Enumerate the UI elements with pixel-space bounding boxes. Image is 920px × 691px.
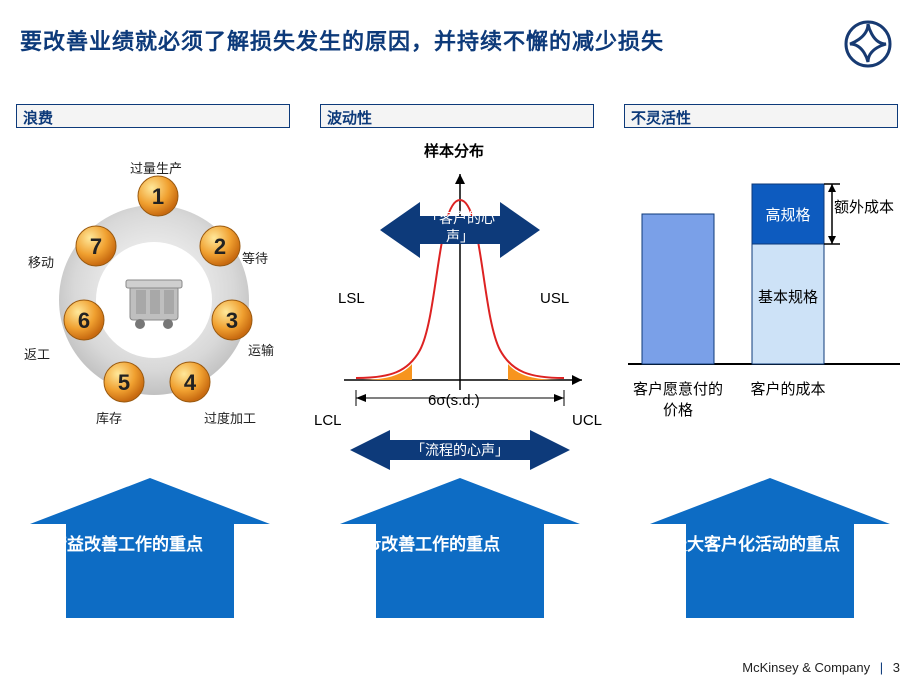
var-vop: 「流程的心声」 (404, 440, 516, 460)
svg-text:6: 6 (78, 308, 90, 333)
waste-ball-5: 5 (104, 362, 144, 402)
flex-bar1-xlabel: 客户愿意付的价格 (628, 378, 728, 420)
col-header-variability: 波动性 (320, 104, 594, 128)
focus-arrow-6sigma: 6σ改善工作的重点 (340, 478, 580, 623)
waste-label-3: 运输 (248, 340, 274, 359)
var-sigma: 6σ(s.d.) (428, 392, 480, 409)
focus-arrow-lean-text: 精益改善工作的重点 (50, 534, 250, 557)
focus-arrow-customize-text: 最大客户化活动的重点 (670, 534, 870, 557)
var-voc: 「客户的心声」 (420, 210, 500, 245)
seven-wastes-diagram: 1 2 3 4 5 6 7 过量生产等待运输过度加工 库存 返工 移动 (24, 150, 284, 450)
flex-label-extra: 额外成本 (834, 196, 894, 217)
var-lsl: LSL (338, 290, 365, 307)
footer-company: McKinsey & Company (742, 660, 870, 675)
var-usl: USL (540, 290, 569, 307)
flex-label-basic: 基本规格 (752, 286, 824, 307)
focus-arrow-lean: 精益改善工作的重点 (30, 478, 270, 623)
focus-arrow-6sigma-text: 6σ改善工作的重点 (360, 534, 560, 557)
waste-label-2: 等待 (242, 248, 268, 267)
waste-label-6: 返工 (24, 344, 50, 363)
col-header-waste: 浪费 (16, 104, 290, 128)
waste-label-1: 过量生产 (130, 158, 182, 177)
footer-page: 3 (893, 660, 900, 675)
waste-ball-1: 1 (138, 176, 178, 216)
footer: McKinsey & Company | 3 (742, 660, 900, 675)
svg-text:1: 1 (152, 184, 164, 209)
waste-label-7: 移动 (28, 252, 54, 271)
svg-text:3: 3 (226, 308, 238, 333)
svg-text:4: 4 (184, 370, 197, 395)
waste-label-4: 过度加工 (204, 408, 256, 427)
waste-ball-6: 6 (64, 300, 104, 340)
var-lcl: LCL (314, 412, 342, 429)
col-header-inflexibility: 不灵活性 (624, 104, 898, 128)
mck-logo-icon (844, 20, 892, 73)
waste-label-5: 库存 (96, 408, 122, 427)
flex-label-high: 高规格 (752, 204, 824, 225)
var-label-top: 样本分布 (424, 140, 484, 161)
page-title: 要改善业绩就必须了解损失发生的原因，并持续不懈的减少损失 (20, 24, 664, 56)
focus-arrow-customize: 最大客户化活动的重点 (650, 478, 890, 623)
svg-text:5: 5 (118, 370, 130, 395)
footer-sep-icon: | (874, 660, 889, 675)
svg-text:2: 2 (214, 234, 226, 259)
variability-diagram: 样本分布 LSL USL LCL UCL 6σ(s.d.) 「客户的心声」 「流… (320, 140, 600, 500)
waste-ball-3: 3 (212, 300, 252, 340)
var-ucl: UCL (572, 412, 602, 429)
waste-ball-7: 7 (76, 226, 116, 266)
inflexibility-diagram: 客户愿意付的价格 客户的成本 高规格基本规格 额外成本 (624, 150, 904, 450)
flex-bar2-xlabel: 客户的成本 (738, 378, 838, 399)
flex-bar-price (642, 214, 714, 364)
waste-ball-4: 4 (170, 362, 210, 402)
svg-text:7: 7 (90, 234, 102, 259)
waste-ball-2: 2 (200, 226, 240, 266)
